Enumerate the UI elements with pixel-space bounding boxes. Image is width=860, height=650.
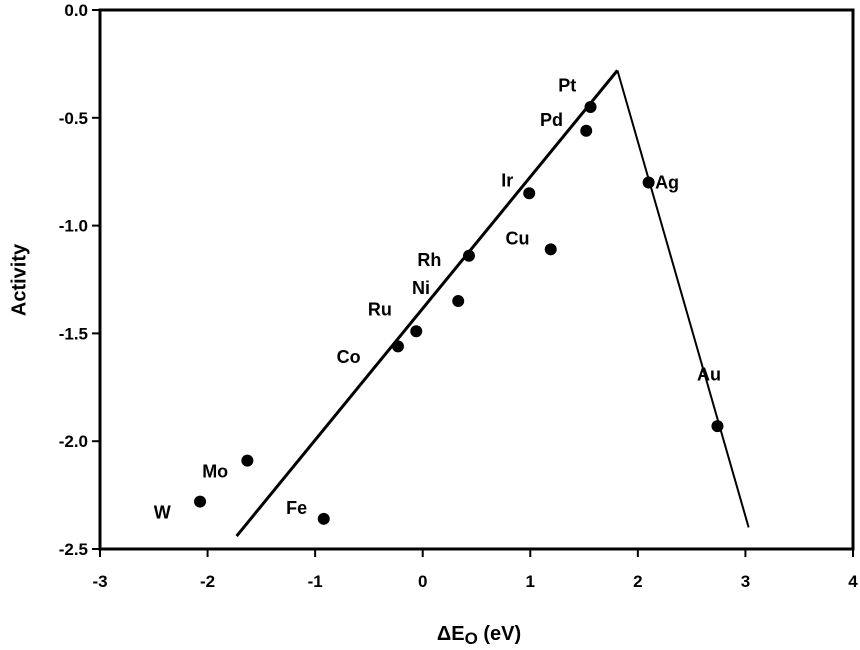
point-label-ag: Ag <box>655 172 679 192</box>
x-tick-label: -3 <box>92 572 107 591</box>
point-w <box>194 495 207 508</box>
x-axis-title-subscript: O <box>465 629 478 648</box>
x-tick-label: -1 <box>308 572 323 591</box>
point-label-au: Au <box>697 364 721 384</box>
point-label-fe: Fe <box>286 498 307 518</box>
data-points <box>194 101 724 525</box>
tick-labels: -3 -2 -1 0 1 2 3 4 0.0 -0.5 -1.0 -1.5 -2.0 -2.5 <box>59 1 859 591</box>
point-ir <box>523 187 536 200</box>
x-axis-title-unit: (eV) <box>478 623 521 645</box>
axis-ticks <box>92 9 854 557</box>
y-tick-label: 0.0 <box>64 1 88 20</box>
point-label-ir: Ir <box>501 170 513 190</box>
x-tick-label: -2 <box>200 572 215 591</box>
y-tick-label: -2.5 <box>59 540 88 559</box>
x-tick-label: 3 <box>741 572 750 591</box>
point-co <box>391 340 404 353</box>
point-label-w: W <box>154 502 171 522</box>
point-label-pt: Pt <box>558 75 576 95</box>
x-tick-label: 4 <box>848 572 858 591</box>
point-mo <box>241 454 254 467</box>
point-label-ni: Ni <box>412 278 430 298</box>
y-tick-label: -1.0 <box>59 217 88 236</box>
x-tick-label: 1 <box>526 572 535 591</box>
x-axis-title: ΔEO (eV) <box>437 623 521 648</box>
point-cu <box>544 243 557 256</box>
x-tick-label: 2 <box>633 572 642 591</box>
x-tick-label: 0 <box>418 572 427 591</box>
plot-area-frame <box>98 8 855 551</box>
point-label-rh: Rh <box>417 250 441 270</box>
fit-lines <box>235 69 750 538</box>
point-labels: W Mo Fe Co Ru Ni Rh Cu Ir Pd Pt Ag Au <box>154 75 721 522</box>
point-ni <box>452 295 465 308</box>
point-label-co: Co <box>337 347 361 367</box>
point-ag <box>642 176 655 189</box>
point-label-ru: Ru <box>368 300 392 320</box>
point-ru <box>410 325 423 338</box>
fit-line-right <box>616 70 750 528</box>
fit-line-left <box>235 69 619 538</box>
y-tick-label: -2.0 <box>59 432 88 451</box>
x-axis-title-main: ΔE <box>437 623 465 645</box>
point-au <box>711 420 724 433</box>
y-axis-title: Activity <box>8 243 30 316</box>
y-tick-label: -0.5 <box>59 109 88 128</box>
y-tick-label: -1.5 <box>59 324 88 343</box>
point-pd <box>580 124 593 137</box>
point-fe <box>317 512 330 525</box>
point-rh <box>462 249 475 262</box>
point-label-cu: Cu <box>506 229 530 249</box>
point-label-mo: Mo <box>202 461 228 481</box>
point-pt <box>584 101 597 114</box>
point-label-pd: Pd <box>540 110 563 130</box>
